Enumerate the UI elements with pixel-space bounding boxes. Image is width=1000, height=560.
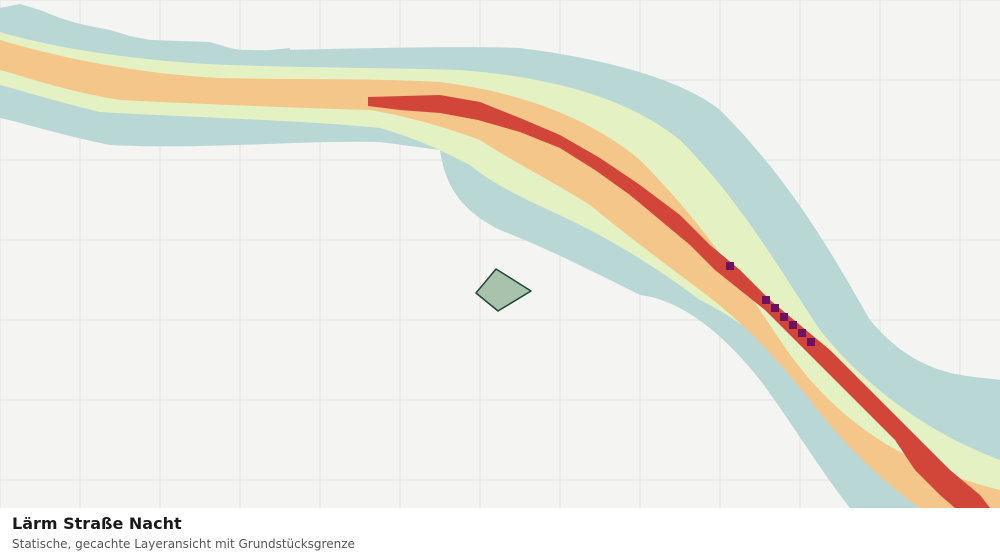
noise-hotspot [798,329,806,337]
noise-map[interactable] [0,0,1000,508]
parcel-boundary[interactable] [475,268,532,312]
noise-hotspots [726,262,815,346]
noise-band-mid [0,40,1000,508]
map-caption: Lärm Straße Nacht Statische, gecachte La… [0,508,1000,560]
noise-hotspot [762,296,770,304]
noise-hotspot [789,321,797,329]
map-subtitle: Statische, gecachte Layeransicht mit Gru… [12,537,355,551]
noise-band-outer [0,4,1000,508]
noise-hotspot [726,262,734,270]
noise-hotspot [771,304,779,312]
noise-band-core [368,95,990,508]
map-title: Lärm Straße Nacht [12,514,182,533]
noise-hotspot [807,338,815,346]
noise-hotspot [780,313,788,321]
